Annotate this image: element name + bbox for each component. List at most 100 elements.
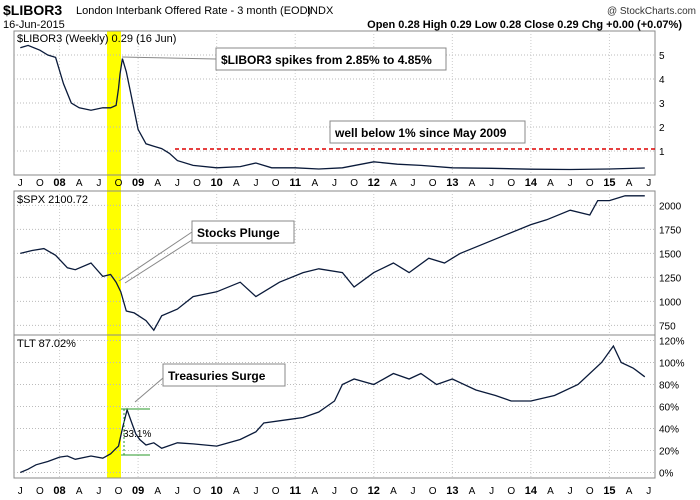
tlt-y-tick-label: 20%: [659, 447, 679, 458]
x-tick-label: A: [469, 486, 476, 497]
x-tick-label: 15: [603, 177, 615, 189]
x-tick-label: 10: [211, 177, 223, 189]
x-tick-label: O: [507, 486, 515, 497]
x-tick-label: O: [272, 486, 280, 497]
x-tick-label: A: [233, 486, 240, 497]
tlt-change-label: 33.1%: [123, 429, 151, 440]
tlt-y-tick-label: 80%: [659, 381, 679, 392]
spx-y-tick-label: 1750: [659, 225, 682, 236]
x-tick-label: J: [18, 486, 23, 497]
x-tick-label: A: [547, 486, 554, 497]
x-tick-label: 13: [446, 177, 458, 189]
treasuries-surge-annotation: Treasuries Surge: [168, 369, 266, 383]
x-tick-label: 14: [525, 177, 538, 189]
brand-watermark: @ StockCharts.com: [606, 6, 696, 17]
x-tick-label: J: [175, 486, 180, 497]
x-tick-label: J: [253, 178, 258, 189]
x-tick-label: 13: [446, 485, 458, 497]
stocks-plunge-callout: Stocks Plunge: [118, 220, 295, 284]
x-tick-label: 15: [603, 485, 615, 497]
x-tick-label: 12: [368, 177, 380, 189]
x-tick-label: A: [233, 178, 240, 189]
x-tick-label: O: [429, 178, 437, 189]
x-tick-label: J: [96, 486, 101, 497]
x-tick-label: 08: [53, 485, 65, 497]
x-tick-label: J: [568, 178, 573, 189]
x-tick-label: A: [390, 486, 397, 497]
x-tick-label: A: [76, 178, 83, 189]
libor-series-line: [20, 44, 645, 171]
x-tick-label: O: [272, 178, 280, 189]
x-tick-label: A: [312, 178, 319, 189]
tlt-panel-label: TLT 87.02%: [17, 338, 76, 350]
tlt-change-marker: 33.1%: [121, 408, 151, 456]
tlt-y-tick-label: 40%: [659, 425, 679, 436]
x-tick-label: O: [350, 486, 358, 497]
libor-below-callout: well below 1% since May 2009: [329, 120, 526, 144]
spx-y-tick-label: 2000: [659, 201, 682, 212]
x-tick-label: O: [586, 178, 594, 189]
spx-y-tick-label: 750: [659, 321, 676, 332]
libor-panel-label: $LIBOR3 (Weekly) 0.29 (16 Jun): [17, 33, 176, 45]
libor-y-tick-label: 2: [659, 123, 665, 134]
x-tick-label: 14: [525, 485, 538, 497]
x-tick-label: A: [626, 178, 633, 189]
chart-name: London Interbank Offered Rate - 3 month …: [76, 5, 312, 17]
libor-spike-annotation: $LIBOR3 spikes from 2.85% to 4.85%: [221, 53, 432, 67]
x-tick-label: J: [568, 486, 573, 497]
x-tick-label: O: [350, 178, 358, 189]
x-tick-label: O: [115, 486, 123, 497]
tlt-y-tick-label: 60%: [659, 403, 679, 414]
spx-y-tick-label: 1500: [659, 249, 682, 260]
x-tick-label: 10: [211, 485, 223, 497]
x-tick-label: A: [154, 178, 161, 189]
chart-symbol: $LIBOR3: [3, 2, 63, 18]
x-tick-label: O: [36, 486, 44, 497]
x-tick-label: J: [175, 178, 180, 189]
ohlc-readout: Open 0.28 High 0.29 Low 0.28 Close 0.29 …: [367, 19, 682, 31]
x-tick-label: O: [115, 178, 123, 189]
x-tick-label: 11: [289, 485, 301, 497]
spx-y-tick-label: 1250: [659, 273, 682, 284]
treasuries-surge-callout: Treasuries Surge: [134, 363, 286, 403]
x-tick-label: J: [411, 178, 416, 189]
libor-y-tick-label: 5: [659, 51, 665, 62]
tlt-y-tick-label: 0%: [659, 469, 674, 480]
x-tick-label: J: [332, 178, 337, 189]
x-tick-label: A: [312, 486, 319, 497]
spx-series-line: [20, 195, 645, 332]
x-tick-label: J: [646, 178, 651, 189]
tlt-y-tick-label: 100%: [659, 359, 685, 370]
x-tick-label: J: [489, 178, 494, 189]
libor-y-tick-label: 3: [659, 99, 665, 110]
x-tick-label: J: [489, 486, 494, 497]
chart-exchange: INDX: [307, 5, 334, 17]
x-tick-label: O: [193, 178, 201, 189]
x-tick-label: A: [154, 486, 161, 497]
x-tick-label: O: [429, 486, 437, 497]
x-tick-label: J: [646, 486, 651, 497]
x-tick-label: 08: [53, 177, 65, 189]
x-tick-label: J: [96, 178, 101, 189]
x-tick-label: 12: [368, 485, 380, 497]
chart-date: 16-Jun-2015: [3, 19, 65, 31]
x-tick-label: O: [586, 486, 594, 497]
x-tick-label: A: [626, 486, 633, 497]
libor-y-tick-label: 4: [659, 75, 665, 86]
x-tick-label: 11: [289, 177, 301, 189]
x-tick-label: J: [332, 486, 337, 497]
x-tick-label: J: [253, 486, 258, 497]
x-tick-label: O: [36, 178, 44, 189]
x-tick-label: A: [469, 178, 476, 189]
tlt-y-tick-label: 120%: [659, 337, 685, 348]
x-tick-label: A: [390, 178, 397, 189]
libor-below-annotation: well below 1% since May 2009: [334, 126, 507, 140]
x-tick-label: A: [547, 178, 554, 189]
spx-y-tick-label: 1000: [659, 297, 682, 308]
stocks-plunge-annotation: Stocks Plunge: [197, 226, 280, 240]
spx-panel-label: $SPX 2100.72: [17, 194, 88, 206]
tlt-series-line: [20, 344, 646, 474]
x-tick-label: 09: [132, 177, 144, 189]
crisis-highlight: [107, 31, 121, 478]
